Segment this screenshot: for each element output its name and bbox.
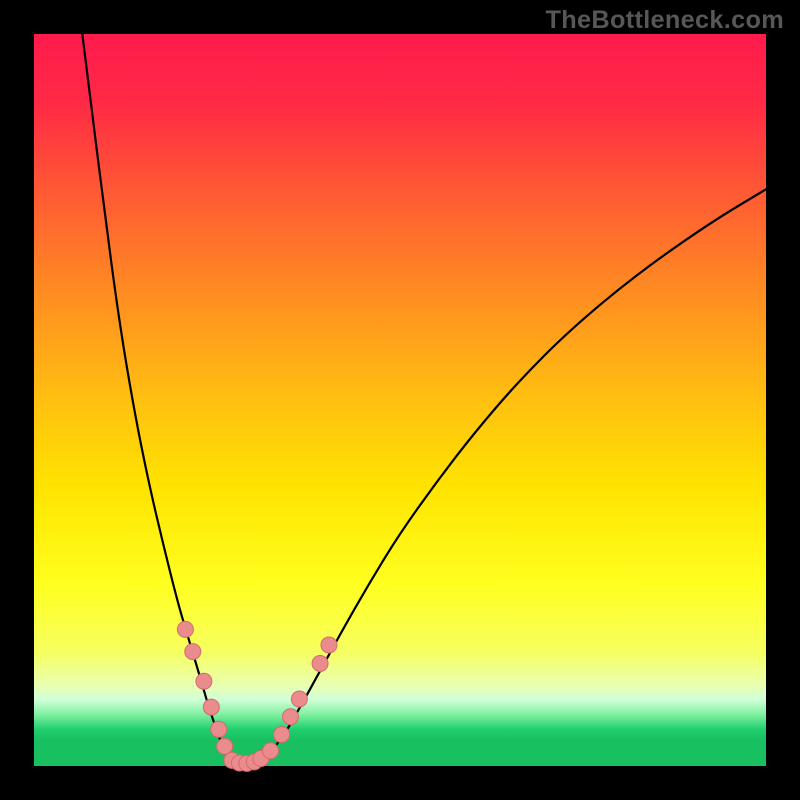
data-dot bbox=[321, 637, 337, 653]
data-dot bbox=[177, 621, 193, 637]
chart-stage: TheBottleneck.com bbox=[0, 0, 800, 800]
data-dot bbox=[185, 644, 201, 660]
data-dot bbox=[274, 726, 290, 742]
watermark-label: TheBottleneck.com bbox=[546, 6, 784, 35]
data-dot bbox=[312, 655, 328, 671]
data-dot bbox=[217, 738, 233, 754]
data-dot bbox=[203, 699, 219, 715]
data-dot bbox=[196, 673, 212, 689]
data-dot bbox=[282, 709, 298, 725]
data-dot bbox=[211, 721, 227, 737]
data-dot bbox=[291, 691, 307, 707]
dots-layer bbox=[0, 0, 800, 800]
data-dot bbox=[263, 743, 279, 759]
